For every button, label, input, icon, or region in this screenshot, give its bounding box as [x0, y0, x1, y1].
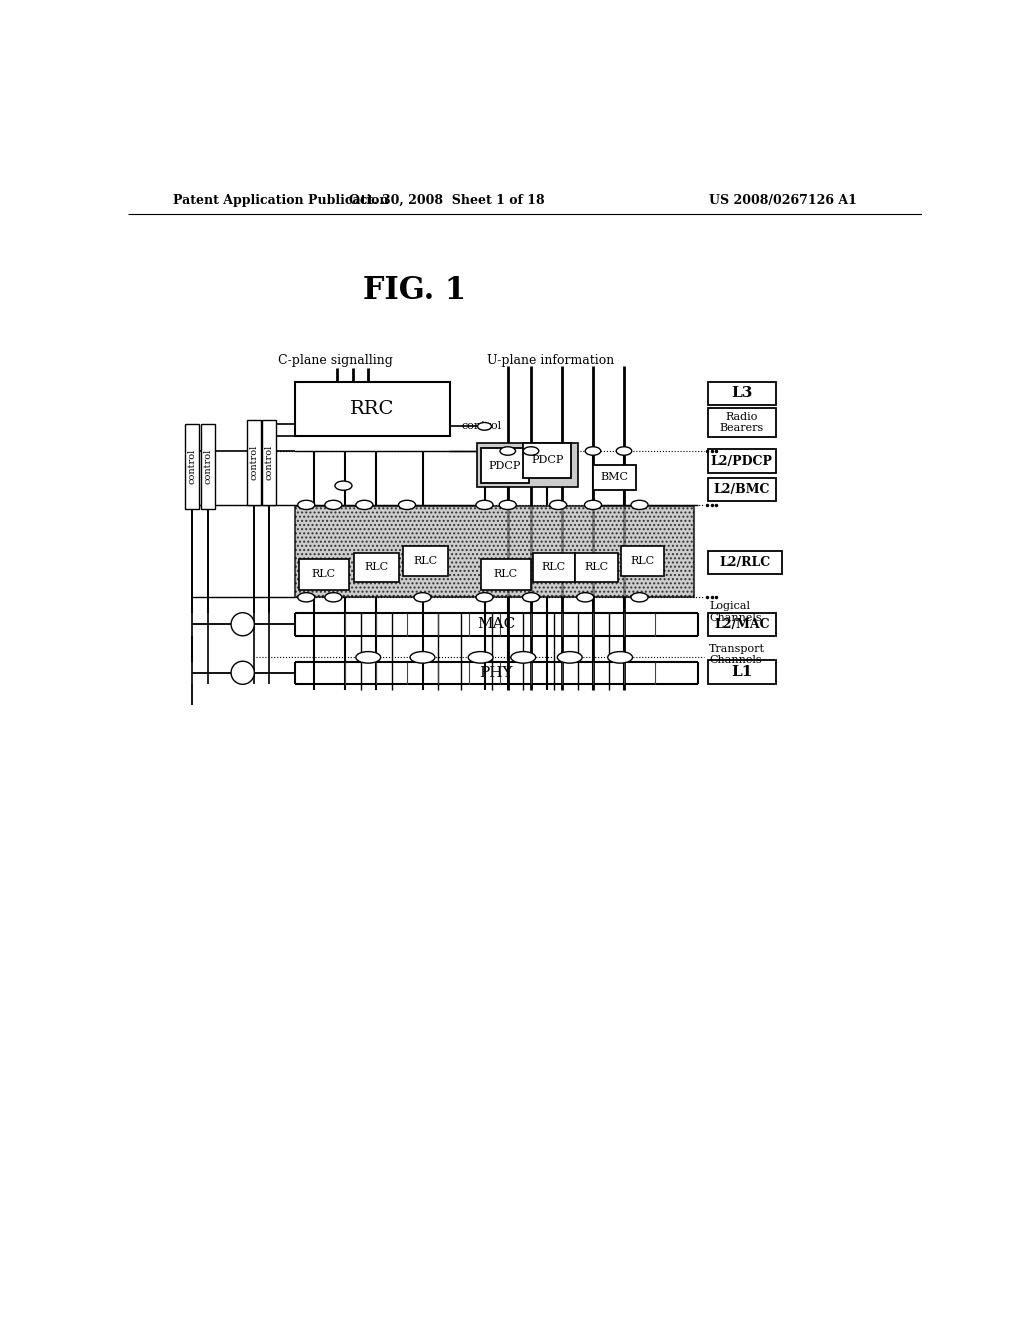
Text: RLC: RLC [585, 562, 608, 573]
Ellipse shape [298, 500, 314, 510]
Text: RRC: RRC [350, 400, 394, 417]
Bar [247, 420, 260, 506]
Ellipse shape [607, 652, 633, 663]
Ellipse shape [325, 500, 342, 510]
Text: PDCP: PDCP [531, 455, 563, 465]
Bar [299, 558, 349, 590]
Bar [201, 424, 215, 508]
Bar [708, 408, 776, 437]
Text: control: control [264, 445, 273, 480]
Ellipse shape [335, 480, 352, 490]
Bar [593, 465, 636, 490]
Bar [295, 381, 450, 436]
Text: control: control [461, 421, 502, 432]
Bar [708, 660, 776, 684]
Ellipse shape [298, 593, 314, 602]
Text: US 2008/0267126 A1: US 2008/0267126 A1 [710, 194, 857, 207]
Ellipse shape [476, 593, 493, 602]
Text: L2/MAC: L2/MAC [714, 618, 770, 631]
Ellipse shape [410, 652, 435, 663]
Bar [621, 546, 664, 576]
Text: Oct. 30, 2008  Sheet 1 of 18: Oct. 30, 2008 Sheet 1 of 18 [349, 194, 545, 207]
Ellipse shape [356, 500, 373, 510]
Text: L1: L1 [731, 665, 753, 678]
Bar [480, 558, 531, 590]
Ellipse shape [585, 500, 601, 510]
Ellipse shape [231, 661, 254, 684]
Bar [185, 424, 200, 508]
Text: U-plane information: U-plane information [486, 354, 614, 367]
Bar [295, 507, 693, 598]
Ellipse shape [586, 446, 601, 455]
Ellipse shape [477, 422, 492, 430]
Bar [708, 478, 776, 502]
Bar [708, 612, 776, 636]
Text: L2/RLC: L2/RLC [719, 556, 770, 569]
Text: PDCP: PDCP [488, 461, 521, 471]
Bar [708, 381, 776, 405]
Ellipse shape [500, 446, 515, 455]
Text: FIG. 1: FIG. 1 [364, 276, 466, 306]
Ellipse shape [500, 500, 516, 510]
Text: RLC: RLC [365, 562, 389, 573]
Text: RLC: RLC [414, 556, 437, 566]
Bar [354, 553, 399, 582]
Bar [708, 552, 782, 574]
Bar [575, 553, 617, 582]
Ellipse shape [523, 446, 539, 455]
Text: C-plane signalling: C-plane signalling [279, 354, 393, 367]
Ellipse shape [468, 652, 493, 663]
Bar [480, 447, 528, 483]
Bar [708, 450, 776, 473]
Text: L2/BMC: L2/BMC [714, 483, 770, 496]
Text: RLC: RLC [311, 569, 336, 579]
Text: control: control [187, 449, 197, 484]
Ellipse shape [476, 500, 493, 510]
Text: Transport
Channels: Transport Channels [710, 644, 765, 665]
Text: MAC: MAC [477, 618, 515, 631]
Ellipse shape [557, 652, 583, 663]
Ellipse shape [631, 500, 648, 510]
Text: control: control [249, 445, 258, 480]
Ellipse shape [231, 612, 254, 636]
Bar [523, 442, 571, 478]
Bar [532, 553, 575, 582]
Bar [262, 420, 276, 506]
Ellipse shape [550, 500, 566, 510]
Ellipse shape [522, 593, 540, 602]
Text: Radio
Bearers: Radio Bearers [720, 412, 764, 433]
Text: Patent Application Publication: Patent Application Publication [173, 194, 388, 207]
Text: RLC: RLC [630, 556, 654, 566]
Text: BMC: BMC [600, 473, 629, 482]
Ellipse shape [511, 652, 536, 663]
Text: Logical
Channels: Logical Channels [710, 601, 762, 623]
Text: L3: L3 [731, 387, 753, 400]
Ellipse shape [325, 593, 342, 602]
Text: PHY: PHY [479, 665, 513, 680]
Ellipse shape [414, 593, 431, 602]
Text: control: control [204, 449, 212, 484]
Ellipse shape [577, 593, 594, 602]
Bar [477, 442, 578, 487]
Bar [403, 546, 449, 576]
Ellipse shape [398, 500, 416, 510]
Text: L2/PDCP: L2/PDCP [711, 454, 773, 467]
Ellipse shape [356, 652, 381, 663]
Text: RLC: RLC [542, 562, 566, 573]
Text: RLC: RLC [494, 569, 518, 579]
Ellipse shape [631, 593, 648, 602]
Ellipse shape [616, 446, 632, 455]
